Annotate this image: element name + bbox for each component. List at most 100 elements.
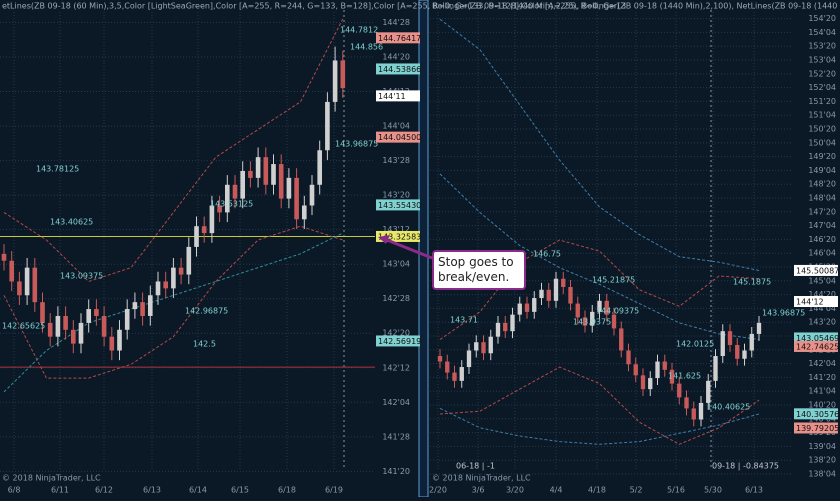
y-tick-label: 146'20: [808, 235, 836, 244]
x-tick-label: 5/30: [704, 486, 722, 495]
price-badge-label: 142.56919: [378, 337, 421, 346]
price-label: 144.09375: [596, 307, 639, 316]
candle-body: [684, 397, 689, 409]
y-tick-label: 138'04: [808, 469, 836, 478]
candle-body: [619, 328, 624, 351]
price-badge: [794, 264, 838, 276]
candle-body: [232, 184, 238, 199]
candle-body: [240, 170, 246, 199]
indicator-band: [439, 173, 760, 340]
candle-body: [561, 278, 566, 288]
candle-body: [32, 267, 38, 303]
candle-body: [517, 303, 522, 315]
candle-body: [263, 157, 269, 185]
candle-body: [278, 164, 284, 199]
candle-body: [217, 205, 222, 213]
candle-body: [597, 300, 602, 312]
price-label: 142.96875: [185, 307, 228, 316]
price-label: 144.856: [350, 43, 383, 52]
y-tick-label: 145'04: [808, 276, 836, 285]
y-tick-label: 141'28: [382, 432, 410, 441]
y-tick-label: 143'04: [382, 260, 410, 269]
price-badge: [794, 422, 838, 434]
candle-body: [194, 226, 199, 247]
candle-body: [677, 383, 682, 398]
price-badge: [794, 296, 838, 308]
x-tick-label: 2/20: [429, 486, 447, 495]
price-label: 143.96875: [762, 309, 805, 318]
candle-body: [94, 309, 99, 316]
copyright: © 2018 NinjaTrader, LLC: [2, 474, 101, 483]
copyright: © 2018 NinjaTrader, LLC: [432, 474, 531, 483]
price-badge-label: 143.32583: [378, 232, 421, 241]
price-badge-label: 144'11: [378, 92, 406, 101]
price-label: 143.09375: [60, 272, 103, 281]
candle-body: [590, 311, 595, 326]
x-tick-label: 6/19: [325, 486, 343, 495]
price-label: 143.78125: [36, 165, 79, 174]
candle-body: [532, 298, 537, 312]
candle-body: [655, 361, 660, 379]
candle-body: [742, 350, 747, 359]
price-label: 140.40625: [707, 403, 750, 412]
candle-body: [640, 375, 646, 390]
candle-body: [17, 281, 22, 296]
candle-body: [86, 309, 92, 323]
y-tick-label: 144'20: [382, 53, 410, 62]
price-label: 145.21875: [592, 276, 635, 285]
price-label: 143.96875: [335, 140, 378, 149]
price-badge-label: 140.30576: [796, 410, 839, 419]
candle-body: [155, 281, 161, 296]
candle-body: [224, 184, 230, 213]
x-tick-label: 3/6: [472, 486, 485, 495]
x-tick-label: 3/20: [506, 486, 524, 495]
price-badge-label: 143.05469: [796, 334, 839, 343]
x-tick-label: 6/13: [745, 486, 763, 495]
y-tick-label: 142'04: [382, 398, 410, 407]
price-badge: [794, 332, 838, 344]
candle-body: [481, 342, 486, 354]
price-badge-label: 139.79205: [796, 424, 839, 433]
candle-body: [503, 322, 508, 332]
candle-body: [78, 322, 84, 344]
candle-body: [1, 253, 7, 261]
candle-body: [317, 150, 323, 185]
candle-body: [662, 361, 667, 370]
y-tick-label: 147'04: [808, 221, 836, 230]
y-tick-label: 142'28: [382, 294, 410, 303]
indicator-band: [3, 232, 344, 393]
annotation: Stop goes to break/even.: [432, 250, 526, 290]
y-tick-label: 140'20: [808, 400, 836, 409]
candle-body: [286, 177, 292, 199]
candle-body: [437, 356, 443, 362]
candle-body: [40, 302, 45, 323]
y-tick-label: 143'20: [808, 318, 836, 327]
x-tick-label: 6/15: [231, 486, 249, 495]
y-tick-label: 148'04: [808, 194, 836, 203]
y-tick-label: 152'20: [808, 69, 836, 78]
price-label: 143.9375: [573, 318, 611, 327]
price-badge: [376, 199, 420, 211]
candle-body: [539, 289, 544, 299]
y-tick-label: 141'04: [808, 387, 836, 396]
candle-body: [495, 322, 501, 337]
y-tick-label: 144'04: [808, 304, 836, 313]
candle-body: [294, 177, 299, 220]
candle-body: [332, 60, 338, 102]
contract-note: 09-18 | -0.84375: [712, 462, 779, 471]
x-tick-label: 5/2: [630, 486, 643, 495]
candle-body: [55, 315, 61, 337]
candle-body: [626, 350, 631, 365]
candle-body: [445, 361, 450, 373]
candle-body: [248, 170, 253, 178]
x-tick-label: 6/18: [278, 486, 296, 495]
candle-body: [70, 329, 76, 344]
candle-body: [9, 260, 15, 282]
candle-body: [178, 267, 184, 275]
pane-divider: [418, 0, 429, 498]
candle-body: [201, 226, 207, 234]
price-badge: [376, 63, 420, 75]
candle-body: [488, 336, 493, 354]
candle-body: [611, 314, 617, 329]
